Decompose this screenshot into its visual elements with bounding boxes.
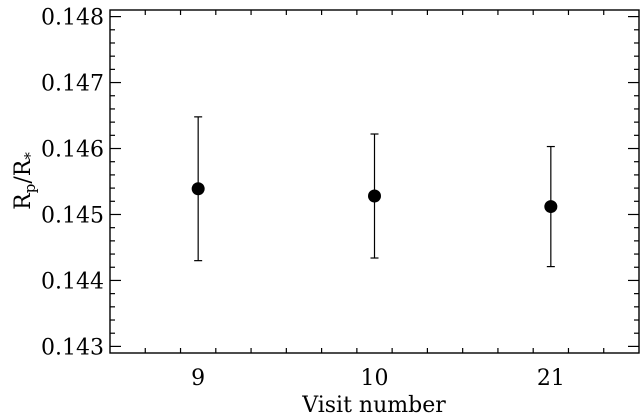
data-point [191,182,205,196]
y-tick-label: 0.144 [41,269,104,294]
data-points [191,182,558,214]
y-axis-label-slash: /R [11,158,36,183]
y-tick-labels: 0.143 0.144 0.145 0.146 0.147 0.148 [41,6,104,361]
data-point [368,189,381,203]
plot-frame [109,9,640,354]
x-tick-label: 21 [537,366,565,391]
y-axis-label-sub-p: p [21,184,39,194]
tick-marks [110,10,639,353]
y-tick-label: 0.145 [41,203,104,228]
y-tick-label: 0.147 [41,72,104,97]
y-tick-label: 0.143 [41,335,104,360]
x-tick-label: 9 [191,366,205,391]
y-axis-label-sub-star: * [21,152,39,160]
y-tick-label: 0.148 [41,6,104,31]
y-tick-label: 0.146 [41,138,104,163]
x-tick-labels: 9 10 21 [191,366,565,391]
x-axis-label: Visit number [301,393,446,418]
y-axis-label: Rp/R* [11,152,39,210]
x-tick-label: 10 [361,366,389,391]
data-point [544,200,558,214]
y-axis-label-main: R [11,192,36,210]
